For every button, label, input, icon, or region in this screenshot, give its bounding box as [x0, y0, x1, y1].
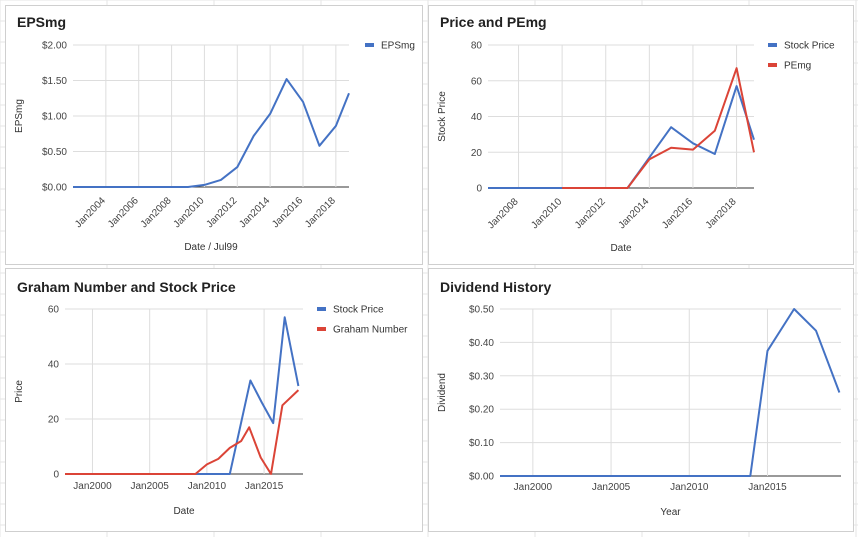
y-axis-title: Stock Price: [437, 91, 448, 142]
y-tick-label: $0.10: [469, 438, 494, 449]
chart-panel-price-pe: Price and PEmg 0 20 40 60 80 Jan2008 Jan2010 Jan…: [428, 5, 854, 265]
legend-swatch: [317, 327, 326, 331]
chart-graham: Graham Number and Stock Price 0 20 40 60 Jan2…: [5, 268, 423, 532]
y-tick-label: 60: [471, 76, 483, 87]
y-axis-title: Dividend: [437, 373, 448, 412]
panel-frame: [5, 268, 423, 532]
y-tick-label: 20: [48, 415, 60, 426]
legend-label: PEmg: [784, 61, 811, 72]
y-tick-label: 20: [471, 148, 483, 159]
y-axis-title: EPSmg: [14, 99, 25, 133]
x-axis-title: Date / Jul99: [184, 242, 238, 253]
x-tick-label: Jan2000: [514, 482, 553, 493]
legend-swatch: [317, 307, 326, 311]
chart-title: Price and PEmg: [440, 14, 547, 30]
y-tick-label: 0: [53, 470, 59, 481]
x-tick-label: Jan2005: [592, 482, 631, 493]
y-tick-label: 0: [476, 184, 482, 195]
panel-frame: [5, 5, 423, 265]
y-tick-label: $1.50: [42, 76, 67, 87]
chart-panel-eps: EPSmg $0.00 $0.50 $1.00 $1.50 $2.00 Jan2004 Jan…: [5, 5, 423, 265]
legend-label: Graham Number: [333, 325, 408, 336]
x-axis-title: Date: [173, 506, 195, 517]
series-line-stock-price: [488, 85, 755, 189]
legend-swatch: [768, 43, 777, 47]
y-tick-label: $0.00: [42, 183, 67, 194]
series-line-graham-number: [65, 389, 300, 475]
x-tick-label: Jan2010: [670, 482, 709, 493]
legend-label: EPSmg: [381, 41, 415, 52]
y-tick-label: $2.00: [42, 41, 67, 52]
x-tick-label: Jan2015: [245, 481, 284, 492]
x-tick-label: Jan2005: [130, 481, 169, 492]
y-tick-label: 60: [48, 305, 60, 316]
y-tick-label: 40: [48, 360, 60, 371]
y-tick-label: $0.50: [469, 305, 494, 316]
legend-swatch: [768, 63, 777, 67]
chart-panel-dividend: Dividend History $0.00 $0.10 $0.20 $0.30 $0.4…: [428, 268, 854, 532]
y-tick-label: $0.40: [469, 338, 494, 349]
chart-title: EPSmg: [17, 14, 66, 30]
y-tick-label: $0.20: [469, 405, 494, 416]
chart-title: Dividend History: [440, 279, 551, 295]
series-line-dividend: [500, 308, 841, 477]
chart-eps: EPSmg$0.00$0.50$1.00$1.50$2.00Jan2004Jan…: [5, 5, 423, 265]
chart-panel-graham: Graham Number and Stock Price 0 20 40 60 Jan2…: [5, 268, 423, 532]
y-tick-label: 40: [471, 112, 483, 123]
chart-title: Graham Number and Stock Price: [17, 279, 236, 295]
y-tick-label: $0.30: [469, 371, 494, 382]
legend-swatch: [365, 43, 374, 47]
legend-label: Stock Price: [784, 41, 835, 52]
x-tick-label: Jan2015: [748, 482, 787, 493]
y-tick-label: $1.00: [42, 112, 67, 123]
x-tick-label: Jan2010: [188, 481, 227, 492]
x-tick-label: Jan2000: [73, 481, 112, 492]
panel-frame: [428, 5, 854, 265]
y-tick-label: $0.50: [42, 147, 67, 158]
x-axis-title: Year: [660, 507, 681, 518]
y-axis-title: Price: [14, 380, 25, 403]
legend-label: Stock Price: [333, 305, 384, 316]
chart-dividend: Dividend History $0.00 $0.10 $0.20 $0.30 $0.4…: [428, 268, 854, 532]
x-axis-title: Date: [610, 243, 632, 254]
panel-frame: [428, 268, 854, 532]
series-line-pemg: [562, 67, 755, 189]
y-tick-label: $0.00: [469, 472, 494, 483]
series-line-epsmg: [73, 78, 350, 188]
y-tick-label: 80: [471, 41, 483, 52]
